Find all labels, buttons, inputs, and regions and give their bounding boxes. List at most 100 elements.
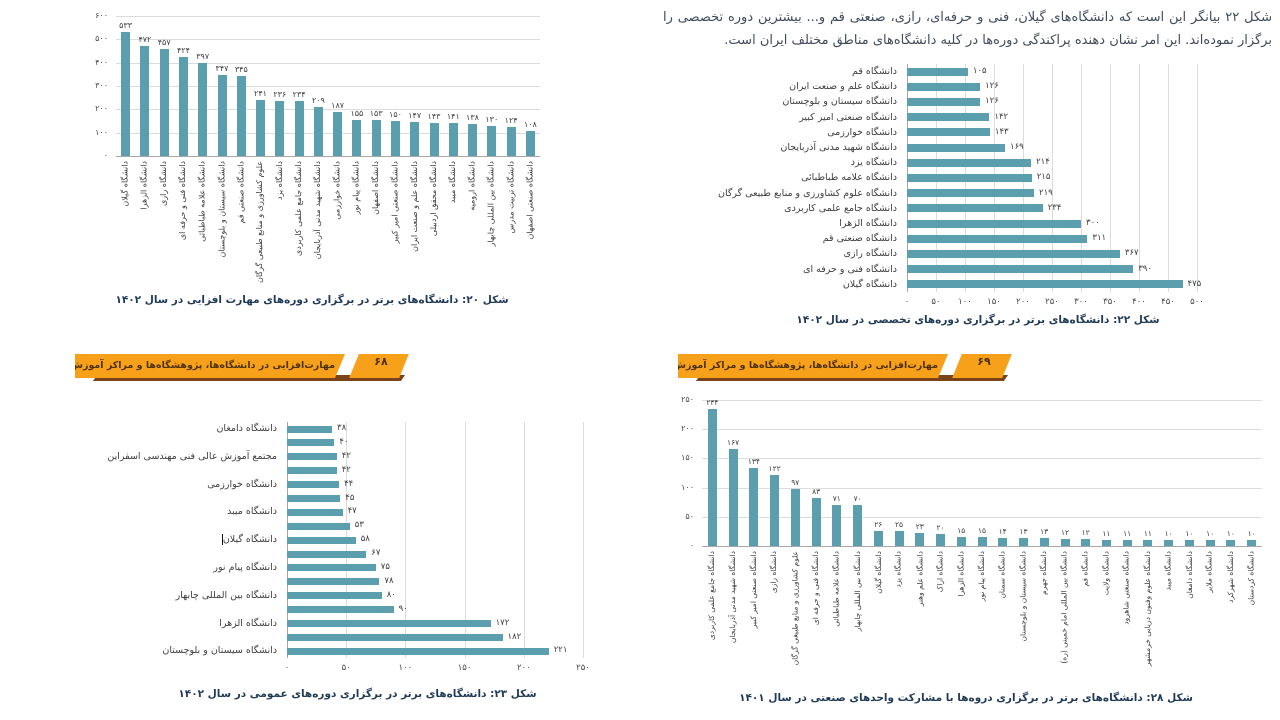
bar (313, 107, 323, 156)
bar-value-label: ۱۳۸ (466, 112, 479, 122)
bar (1226, 540, 1236, 546)
bar (907, 204, 1043, 213)
bar (287, 425, 332, 433)
category-label: دانشگاه علامه طباطبائی (197, 161, 207, 242)
bar (1184, 540, 1194, 546)
bar-value-label: ۱۵۵ (350, 108, 364, 118)
category-label: دانشگاه دامغان (216, 423, 277, 434)
bar-value-label: ۱۴۲ (994, 111, 1009, 122)
bar (1081, 539, 1091, 546)
bar (179, 57, 188, 156)
x-axis-tick-label: ۴۰۰ (1132, 297, 1146, 307)
category-label: دانشگاه میبد (448, 161, 458, 204)
x-axis-tick-label: ۵۰۰ (1190, 297, 1204, 307)
bar (287, 592, 382, 600)
category-label: دانشگاه ولایت (1101, 551, 1111, 596)
bar-value-label: ۲۰۹ (311, 96, 325, 106)
bar-value-label: ۴۲ (341, 464, 351, 475)
bar (287, 453, 337, 461)
bar-value-label: ۱۴۷ (408, 110, 422, 120)
bar (287, 508, 343, 516)
bar (448, 123, 458, 156)
bar (907, 113, 990, 122)
category-label: دانشگاه یزد (850, 157, 897, 169)
bar (275, 100, 285, 156)
bar (907, 82, 981, 91)
bar (487, 125, 497, 156)
bar (907, 143, 1005, 152)
gridline (116, 62, 540, 64)
bar-value-label: ۱۲ (1081, 528, 1090, 537)
bar-value-label: ۱۰ (1164, 529, 1173, 539)
banner-bar: مهارت‌افزایی در دانشگاه‌ها، پژوهشگاه‌ها … (75, 354, 345, 378)
bar-value-label: ۱۵۳ (369, 109, 383, 119)
category-label: دانشگاه صنعتی امیر کبیر (390, 161, 400, 244)
category-label: دانشگاه علم وهنر (914, 551, 924, 607)
bar (907, 158, 1032, 167)
category-label: دانشگاه جامع علمی کاربردی (707, 551, 717, 641)
category-label: مجتمع آموزش عالی فنی مهندسی اسفراین (107, 450, 277, 462)
y-axis-tick-label: ۲۵۰ (681, 395, 694, 404)
category-label: دانشگاه الزهرا (219, 617, 277, 629)
banner-title: مهارت‌افزایی در دانشگاه‌ها، پژوهشگاه‌ها … (616, 360, 938, 371)
bar-value-label: ۱۸۷ (331, 101, 345, 111)
bar (1122, 539, 1132, 546)
bar (287, 606, 394, 614)
bar (907, 280, 1183, 289)
bar-value-label: ۲۰ (936, 523, 945, 533)
category-label: دانشگاه فنی و حرفه ای (803, 263, 897, 275)
bar-value-label: ۳۰۰ (1086, 218, 1100, 228)
bar (429, 122, 439, 156)
bar (1060, 539, 1070, 546)
banner-bar: مهارت‌افزایی در دانشگاه‌ها، پژوهشگاه‌ها … (678, 354, 948, 378)
y-axis-tick-label: ۶۰۰ (95, 11, 108, 20)
bar (140, 45, 150, 156)
plot-area: ۵۳۳ ۴۷۲ ۴۵۷ ۴۲۴ ۳۹۷ ۳۴۷ ۳۴۵ ۲۴۱ ۲۳۶ ۲۳۴ ۲۰۹ ۱۸۷ ۱۵۵ ۱… (116, 16, 540, 157)
bar (1101, 539, 1111, 546)
bar-value-label: ۲۳۴ (1047, 202, 1062, 213)
bar (287, 439, 335, 447)
x-axis-tick-label: ۳۰۰ (1074, 297, 1088, 307)
category-label: دانشگاه رازی (159, 161, 169, 206)
figure-20-caption: شکل ۲۰: دانشگاه‌های برتر در برگزاری دوره… (115, 294, 509, 306)
bar-value-label: ۲۱۹ (1039, 187, 1053, 198)
category-label: دانشگاه سیستان و بلوچستان (782, 96, 897, 108)
category-label: دانشگاه خوارزمی (332, 161, 342, 220)
bar-value-label: ۱۰ (1185, 529, 1194, 539)
category-label: دانشگاه پیام نور (213, 562, 277, 573)
y-axis-tick-label: ۵۰۰ (95, 34, 108, 44)
category-label: دانشگاه صنعتی شاهرود (1122, 551, 1132, 625)
category-label: علوم کشاورزی و منابع طبیعی گرگان (255, 161, 265, 284)
bar-value-label: ۴۵۷ (157, 38, 171, 48)
x-axis-tick-label: ۱۰۰ (398, 663, 413, 674)
bar-value-label: ۱۰ (1206, 529, 1215, 539)
body-paragraph: شکل ۲۲ بیانگر این است که دانشگاه‌های گیل… (663, 10, 1272, 49)
bar (287, 467, 337, 475)
category-label: دانشگاه صنعتی قم (822, 233, 897, 245)
bar-value-label: ۹۰ (398, 603, 408, 614)
bar-value-label: ۳۹۷ (196, 52, 210, 62)
bar-value-label: ۳۶۷ (1124, 248, 1139, 259)
category-label: دانشگاه الزهرا (956, 551, 966, 597)
gridline (116, 132, 540, 134)
category-label: دانشگاه تربیت مدرس (506, 161, 516, 234)
figure-23-caption: شکل ۲۳: دانشگاه‌های برتر در برگزاری دوره… (178, 688, 537, 700)
bar (391, 121, 400, 156)
bar (287, 620, 491, 627)
bar-value-label: ۸۳ (812, 486, 821, 496)
bar (907, 128, 990, 137)
bar-value-label: ۱۳۰ (485, 114, 499, 124)
gridline (1110, 64, 1111, 292)
bar-value-label: ۴۴ (344, 478, 354, 489)
gridline (1139, 64, 1140, 292)
gridline (116, 109, 540, 111)
x-axis-tick-label: ۵۰ (931, 297, 941, 307)
bar-value-label: ۲۵ (894, 520, 904, 530)
bar (371, 120, 381, 156)
bar-value-label: ۳۴۷ (215, 64, 229, 73)
category-label: دانشگاه سمنان (997, 551, 1007, 599)
gridline (1052, 64, 1053, 292)
gridline (116, 16, 540, 17)
gridline (1197, 64, 1198, 292)
bar-value-label: ۱۶۷ (727, 437, 740, 447)
